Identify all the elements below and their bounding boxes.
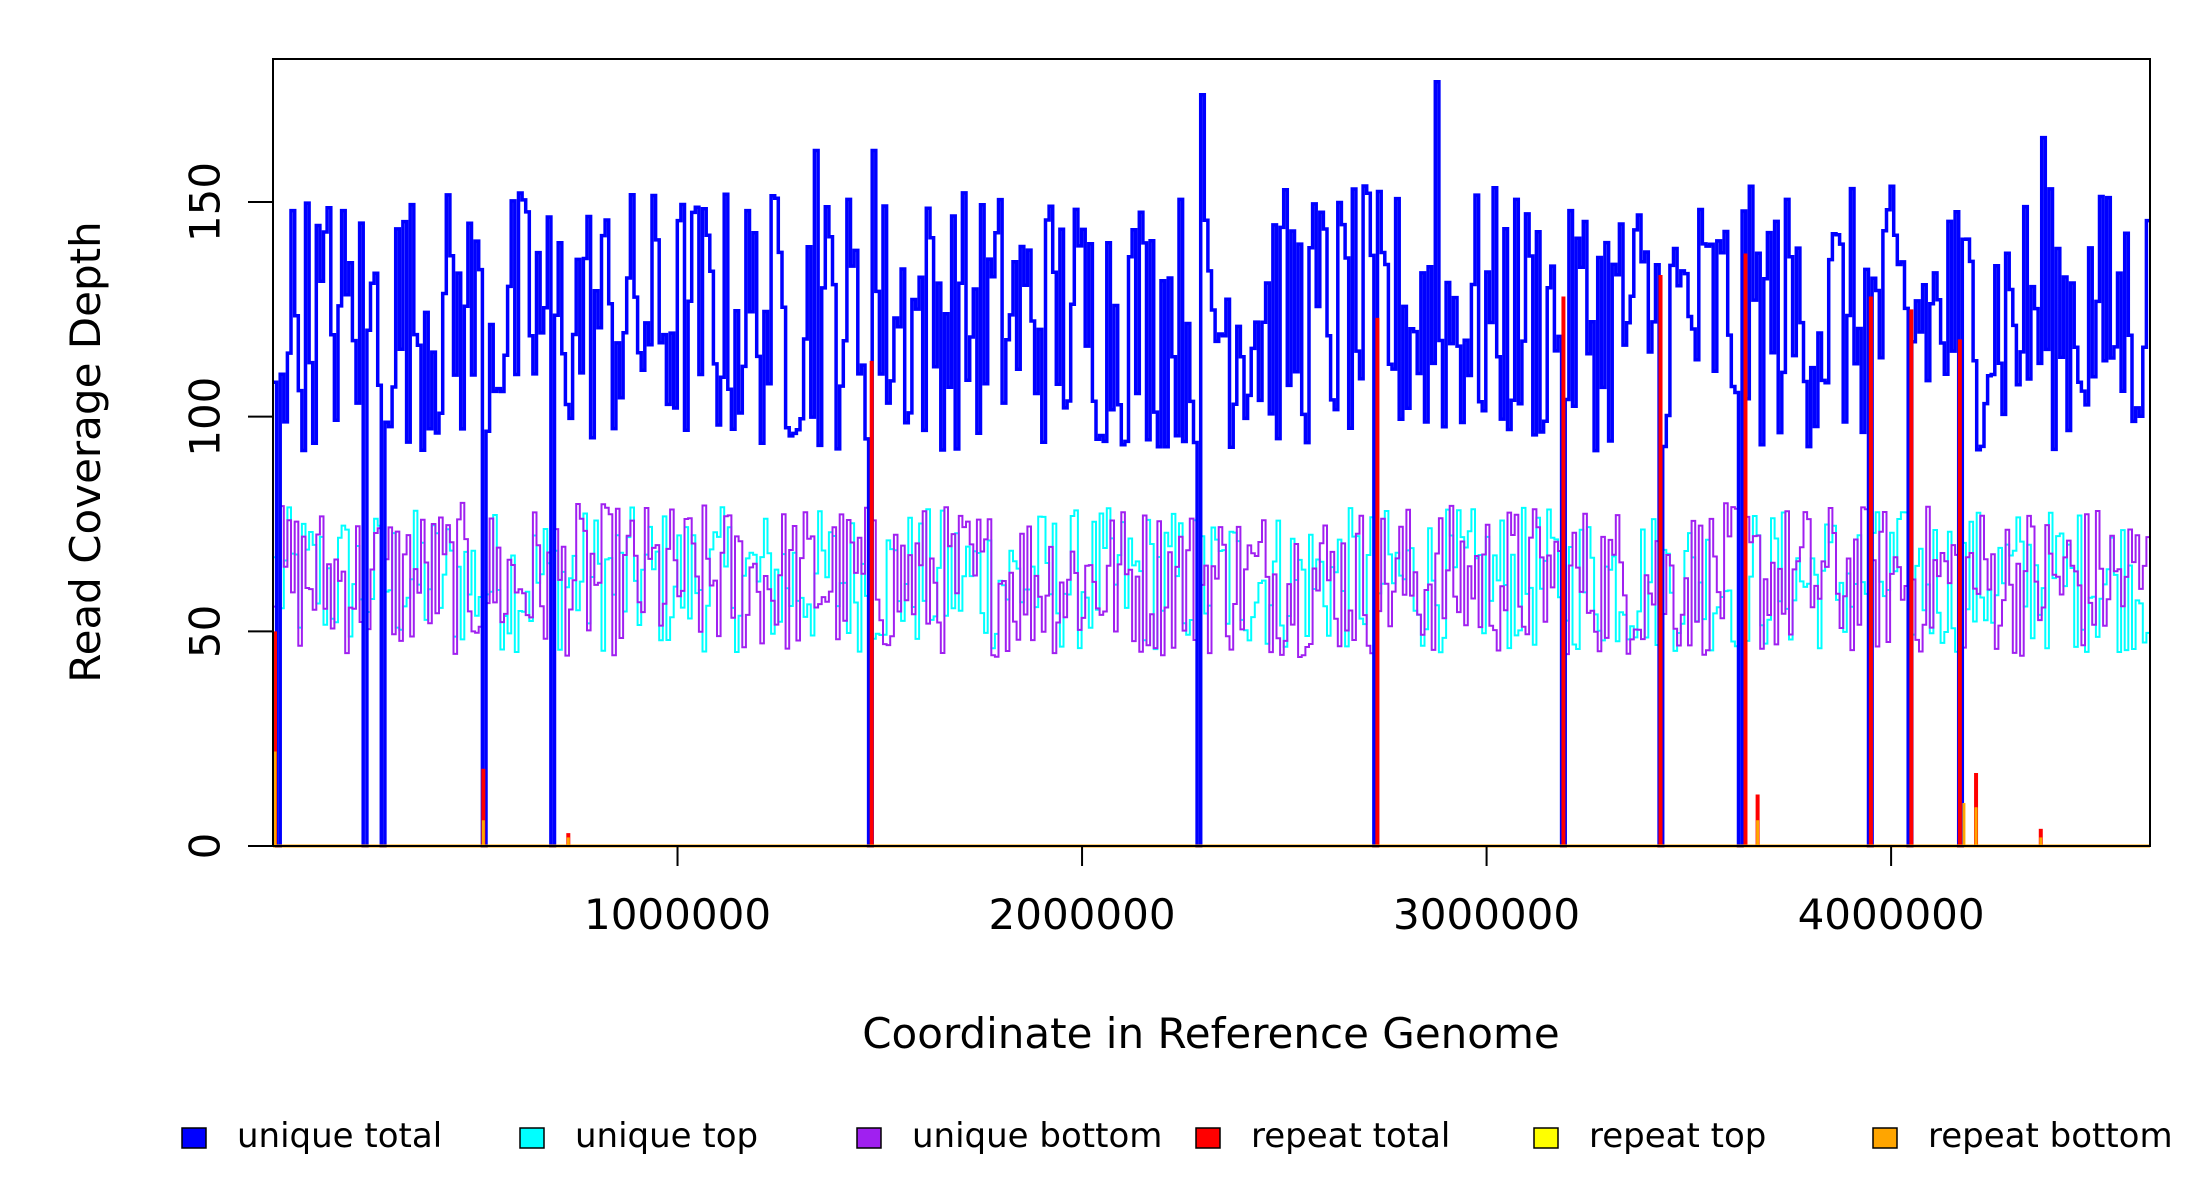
y-axis: 0 50 100 150 — [181, 162, 273, 860]
legend-item-unique-total: unique total — [181, 1116, 442, 1156]
legend-label-0: unique total — [237, 1116, 442, 1156]
legend-item-unique-top: unique top — [519, 1116, 758, 1156]
legend-swatch-4 — [1533, 1127, 1559, 1149]
x-tick-label-0: 1000000 — [584, 890, 771, 939]
series-unique-total — [273, 80, 2150, 848]
y-tick-label-1: 50 — [181, 605, 230, 658]
legend-label-4: repeat top — [1589, 1116, 1766, 1156]
y-tick-label-0: 0 — [181, 833, 230, 860]
x-tick-label-1: 2000000 — [989, 890, 1176, 939]
legend-item-repeat-bottom: repeat bottom — [1872, 1116, 2173, 1156]
legend-swatch-1 — [519, 1127, 545, 1149]
legend: unique total unique top unique bottom repea… — [181, 1116, 2173, 1156]
series-unique-bottom — [273, 501, 2150, 847]
legend-swatch-5 — [1872, 1127, 1898, 1149]
plot-frame — [272, 58, 2151, 847]
x-axis: 1000000 2000000 3000000 4000000 — [584, 846, 1985, 939]
legend-item-repeat-top: repeat top — [1533, 1116, 1766, 1156]
y-tick-label-2: 100 — [181, 377, 230, 457]
series-repeat-total — [273, 253, 2043, 846]
series-repeat-bottom — [273, 751, 2043, 846]
x-tick-label-3: 4000000 — [1798, 890, 1985, 939]
x-axis-label: Coordinate in Reference Genome — [862, 1009, 1560, 1058]
legend-item-unique-bottom: unique bottom — [856, 1116, 1162, 1156]
legend-label-5: repeat bottom — [1928, 1116, 2173, 1156]
y-axis-label: Read Coverage Depth — [61, 221, 110, 682]
legend-label-3: repeat total — [1251, 1116, 1450, 1156]
y-tick-label-3: 150 — [181, 162, 230, 242]
legend-label-1: unique top — [575, 1116, 758, 1156]
legend-swatch-0 — [181, 1127, 207, 1149]
legend-item-repeat-total: repeat total — [1195, 1116, 1450, 1156]
x-tick-label-2: 3000000 — [1393, 890, 1580, 939]
legend-swatch-3 — [1195, 1127, 1221, 1149]
legend-swatch-2 — [856, 1127, 882, 1149]
series-unique-top — [273, 506, 2150, 847]
legend-label-2: unique bottom — [912, 1116, 1162, 1156]
